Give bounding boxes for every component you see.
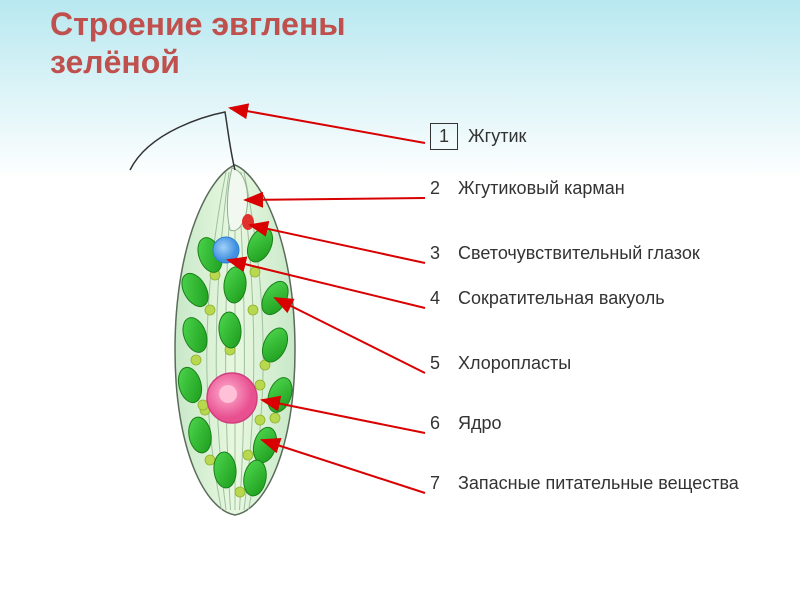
label-number: 6 [430, 413, 448, 434]
label-text: Жгутик [468, 126, 526, 147]
label-text: Светочувствительный глазок [458, 243, 700, 264]
label-row-1: 1 Жгутик [430, 123, 526, 150]
label-row-3: 3 Светочувствительный глазок [430, 243, 700, 264]
label-row-7: 7 Запасные питательные вещества [430, 473, 739, 494]
label-number: 3 [430, 243, 448, 264]
label-row-2: 2 Жгутиковый карман [430, 178, 625, 199]
label-text: Хлоропласты [458, 353, 571, 374]
label-number: 4 [430, 288, 448, 309]
label-text: Сократительная вакуоль [458, 288, 665, 309]
label-row-6: 6 Ядро [430, 413, 502, 434]
label-row-5: 5 Хлоропласты [430, 353, 571, 374]
label-number: 5 [430, 353, 448, 374]
label-row-4: 4 Сократительная вакуоль [430, 288, 665, 309]
label-text: Жгутиковый карман [458, 178, 625, 199]
label-text: Запасные питательные вещества [458, 473, 739, 494]
label-text: Ядро [458, 413, 502, 434]
label-number: 2 [430, 178, 448, 199]
label-number: 7 [430, 473, 448, 494]
label-number: 1 [430, 123, 458, 150]
diagram-svg [0, 0, 800, 600]
